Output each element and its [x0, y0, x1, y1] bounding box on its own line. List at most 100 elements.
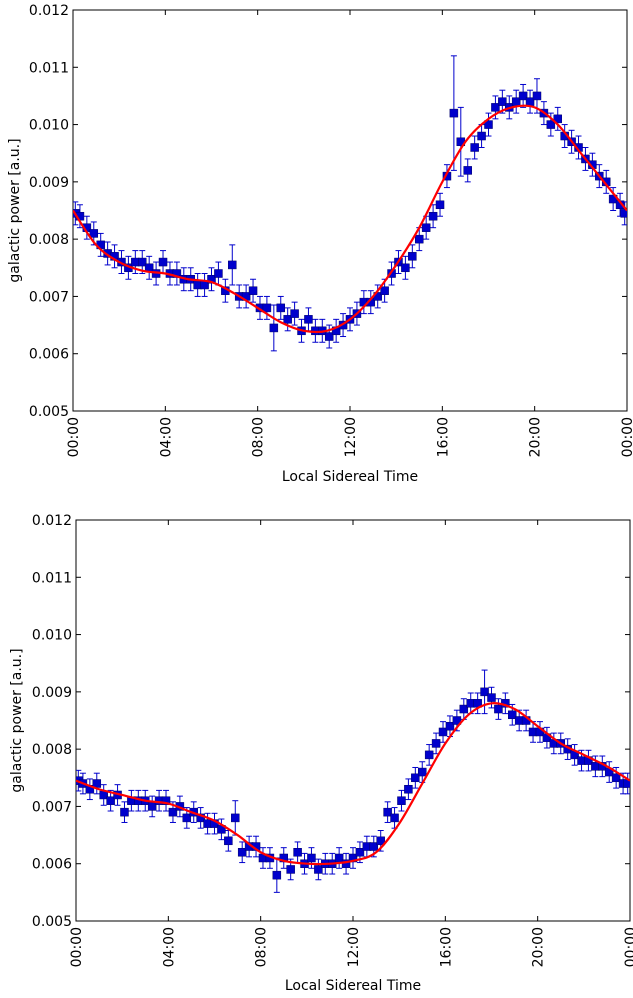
data-point: [418, 767, 427, 777]
data-point: [182, 813, 192, 823]
data-point: [228, 260, 237, 270]
data-point: [120, 807, 129, 817]
data-point: [224, 836, 233, 846]
data-point: [438, 727, 448, 737]
y-tick-label: 0.011: [29, 60, 69, 76]
data-point: [214, 269, 223, 278]
plot-frame: [72, 9, 628, 412]
x-axis-label: Local Sidereal Time: [285, 978, 421, 994]
data-point: [452, 716, 462, 725]
y-tick-label: 0.006: [29, 347, 69, 363]
data-point: [553, 114, 562, 124]
data-point: [397, 796, 406, 805]
data-point: [449, 108, 459, 118]
data-point: [161, 796, 171, 805]
data-point: [348, 853, 358, 863]
data-point: [276, 303, 285, 313]
data-point: [168, 807, 178, 817]
data-point: [369, 842, 379, 851]
data-point: [138, 257, 147, 267]
data-point: [269, 323, 279, 333]
data-point: [431, 739, 441, 748]
data-point: [380, 286, 389, 295]
data-point: [421, 223, 431, 232]
y-tick-label: 0.008: [32, 742, 72, 758]
data-point: [477, 131, 486, 141]
data-point: [304, 315, 313, 324]
data-point: [518, 91, 528, 101]
y-tick-label: 0.010: [29, 118, 69, 134]
y-tick-label: 0.006: [32, 857, 72, 873]
x-tick-label: 16:00: [438, 927, 454, 967]
bottom-chart: 0.005 0.006 0.007 0.008 0.009 0.010 0.011 0.012…: [9, 513, 633, 994]
x-tick-label: 20:00: [528, 417, 544, 457]
x-tick-label: 00:00: [69, 927, 85, 967]
y-tick-label: 0.009: [32, 685, 72, 701]
y-tick-label: 0.010: [32, 628, 72, 644]
x-tick-label: 08:00: [251, 417, 267, 457]
y-tick-label: 0.008: [29, 232, 69, 248]
data-point: [283, 315, 292, 324]
data-point: [532, 91, 542, 101]
data-point: [415, 234, 424, 244]
data-point: [487, 693, 496, 702]
data-point: [498, 97, 507, 106]
data-point: [428, 211, 438, 221]
data-point: [445, 721, 455, 731]
data-point: [158, 257, 168, 267]
data-point: [411, 773, 420, 783]
data-point: [484, 120, 493, 129]
x-tick-label: 00:00: [66, 417, 82, 457]
y-tick-label: 0.005: [29, 404, 69, 420]
data-point: [383, 807, 392, 817]
fit-curve: [76, 702, 630, 866]
data-point: [279, 853, 288, 863]
data-point: [470, 143, 479, 152]
data-point: [92, 779, 102, 788]
data-point: [231, 813, 240, 823]
data-point: [106, 796, 115, 805]
data-point: [293, 848, 302, 857]
x-tick-label: 00:00: [623, 927, 633, 967]
data-point: [491, 103, 500, 112]
y-tick-label: 0.011: [32, 570, 72, 586]
data-point: [401, 263, 410, 273]
data-point: [463, 166, 472, 175]
x-tick-label: 20:00: [531, 927, 547, 967]
data-point: [376, 836, 385, 846]
top-chart: 0.005 0.006 0.007 0.008 0.009 0.010 0.011 0.012…: [7, 3, 633, 485]
data-point: [408, 252, 417, 261]
y-tick-label: 0.005: [32, 914, 72, 930]
data-layer: [73, 55, 627, 352]
y-tick-label: 0.007: [29, 289, 69, 305]
data-layer: [76, 669, 630, 893]
data-point: [611, 773, 621, 783]
y-tick-label: 0.009: [29, 175, 69, 191]
data-point: [237, 848, 247, 857]
data-point: [459, 704, 469, 714]
data-point: [355, 848, 365, 857]
data-point: [480, 687, 489, 697]
data-point: [494, 704, 503, 714]
data-point: [424, 750, 434, 760]
data-point: [404, 784, 413, 794]
x-tick-label: 16:00: [435, 417, 451, 457]
x-tick-label: 12:00: [346, 927, 362, 967]
data-point: [435, 200, 445, 210]
y-axis-label: galactic power [a.u.]: [9, 648, 25, 792]
data-point: [89, 229, 99, 238]
x-tick-label: 04:00: [158, 417, 174, 457]
data-point: [307, 853, 316, 863]
data-point: [324, 332, 334, 341]
data-point: [546, 120, 556, 129]
data-point: [262, 303, 272, 313]
y-tick-label: 0.007: [32, 799, 72, 815]
data-point: [272, 870, 282, 880]
data-point: [390, 813, 399, 823]
y-tick-label: 0.012: [32, 513, 72, 529]
x-axis-label: Local Sidereal Time: [282, 469, 418, 485]
data-point: [314, 865, 323, 874]
data-point: [508, 710, 517, 720]
y-axis-label: galactic power [a.u.]: [7, 138, 23, 282]
